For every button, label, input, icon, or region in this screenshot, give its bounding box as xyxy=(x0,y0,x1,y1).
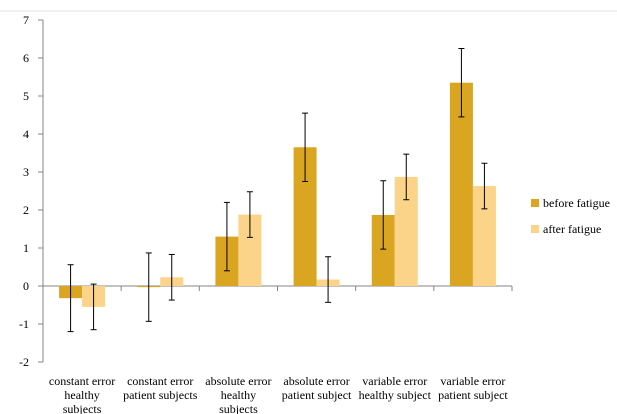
legend-swatch-after xyxy=(531,225,539,233)
y-tick-label: 0 xyxy=(23,279,29,293)
x-axis xyxy=(42,285,513,291)
legend-swatch-before xyxy=(531,199,539,207)
legend-label-after: after fatigue xyxy=(543,222,601,236)
y-tick-label: 5 xyxy=(23,89,29,103)
bar-after xyxy=(394,176,418,286)
category-label: variable error xyxy=(440,374,505,388)
y-tick-label: 2 xyxy=(23,203,29,217)
bar-after xyxy=(238,214,262,286)
y-axis: -2 -1 0 1 2 3 4 5 6 7 xyxy=(19,13,44,369)
category-label: healthy xyxy=(64,388,99,402)
bars xyxy=(59,82,496,307)
y-tick-label: 7 xyxy=(23,13,29,27)
y-tick-label: -1 xyxy=(19,317,29,331)
error-bars xyxy=(67,48,488,333)
legend: before fatigue after fatigue xyxy=(531,196,610,236)
bar-before xyxy=(449,82,473,286)
category-label: healthy subject xyxy=(359,388,432,402)
y-tick-label: 1 xyxy=(23,241,29,255)
category-label: healthy xyxy=(221,388,256,402)
y-tick-label: -2 xyxy=(19,355,29,369)
y-tick-label: 3 xyxy=(23,165,29,179)
category-label: patient subject xyxy=(282,388,352,402)
category-label: patient subjects xyxy=(123,388,198,402)
legend-label-before: before fatigue xyxy=(543,196,610,210)
category-label: patient subject xyxy=(438,388,508,402)
y-tick-label: 6 xyxy=(23,51,29,65)
category-label: absolute error xyxy=(205,374,271,388)
category-label: variable error xyxy=(362,374,427,388)
category-label: absolute error xyxy=(283,374,349,388)
category-label: subjects xyxy=(219,402,258,414)
category-label: constant error xyxy=(127,374,193,388)
bar-after xyxy=(472,186,496,286)
bar-before xyxy=(293,147,317,286)
category-label: constant error xyxy=(49,374,115,388)
y-tick-label: 4 xyxy=(23,127,29,141)
category-label: subjects xyxy=(63,402,102,414)
bar-before xyxy=(371,214,395,286)
